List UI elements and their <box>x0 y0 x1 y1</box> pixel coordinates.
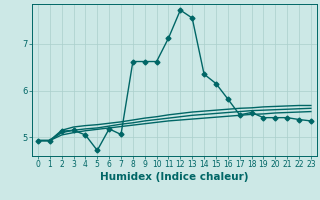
X-axis label: Humidex (Indice chaleur): Humidex (Indice chaleur) <box>100 172 249 182</box>
